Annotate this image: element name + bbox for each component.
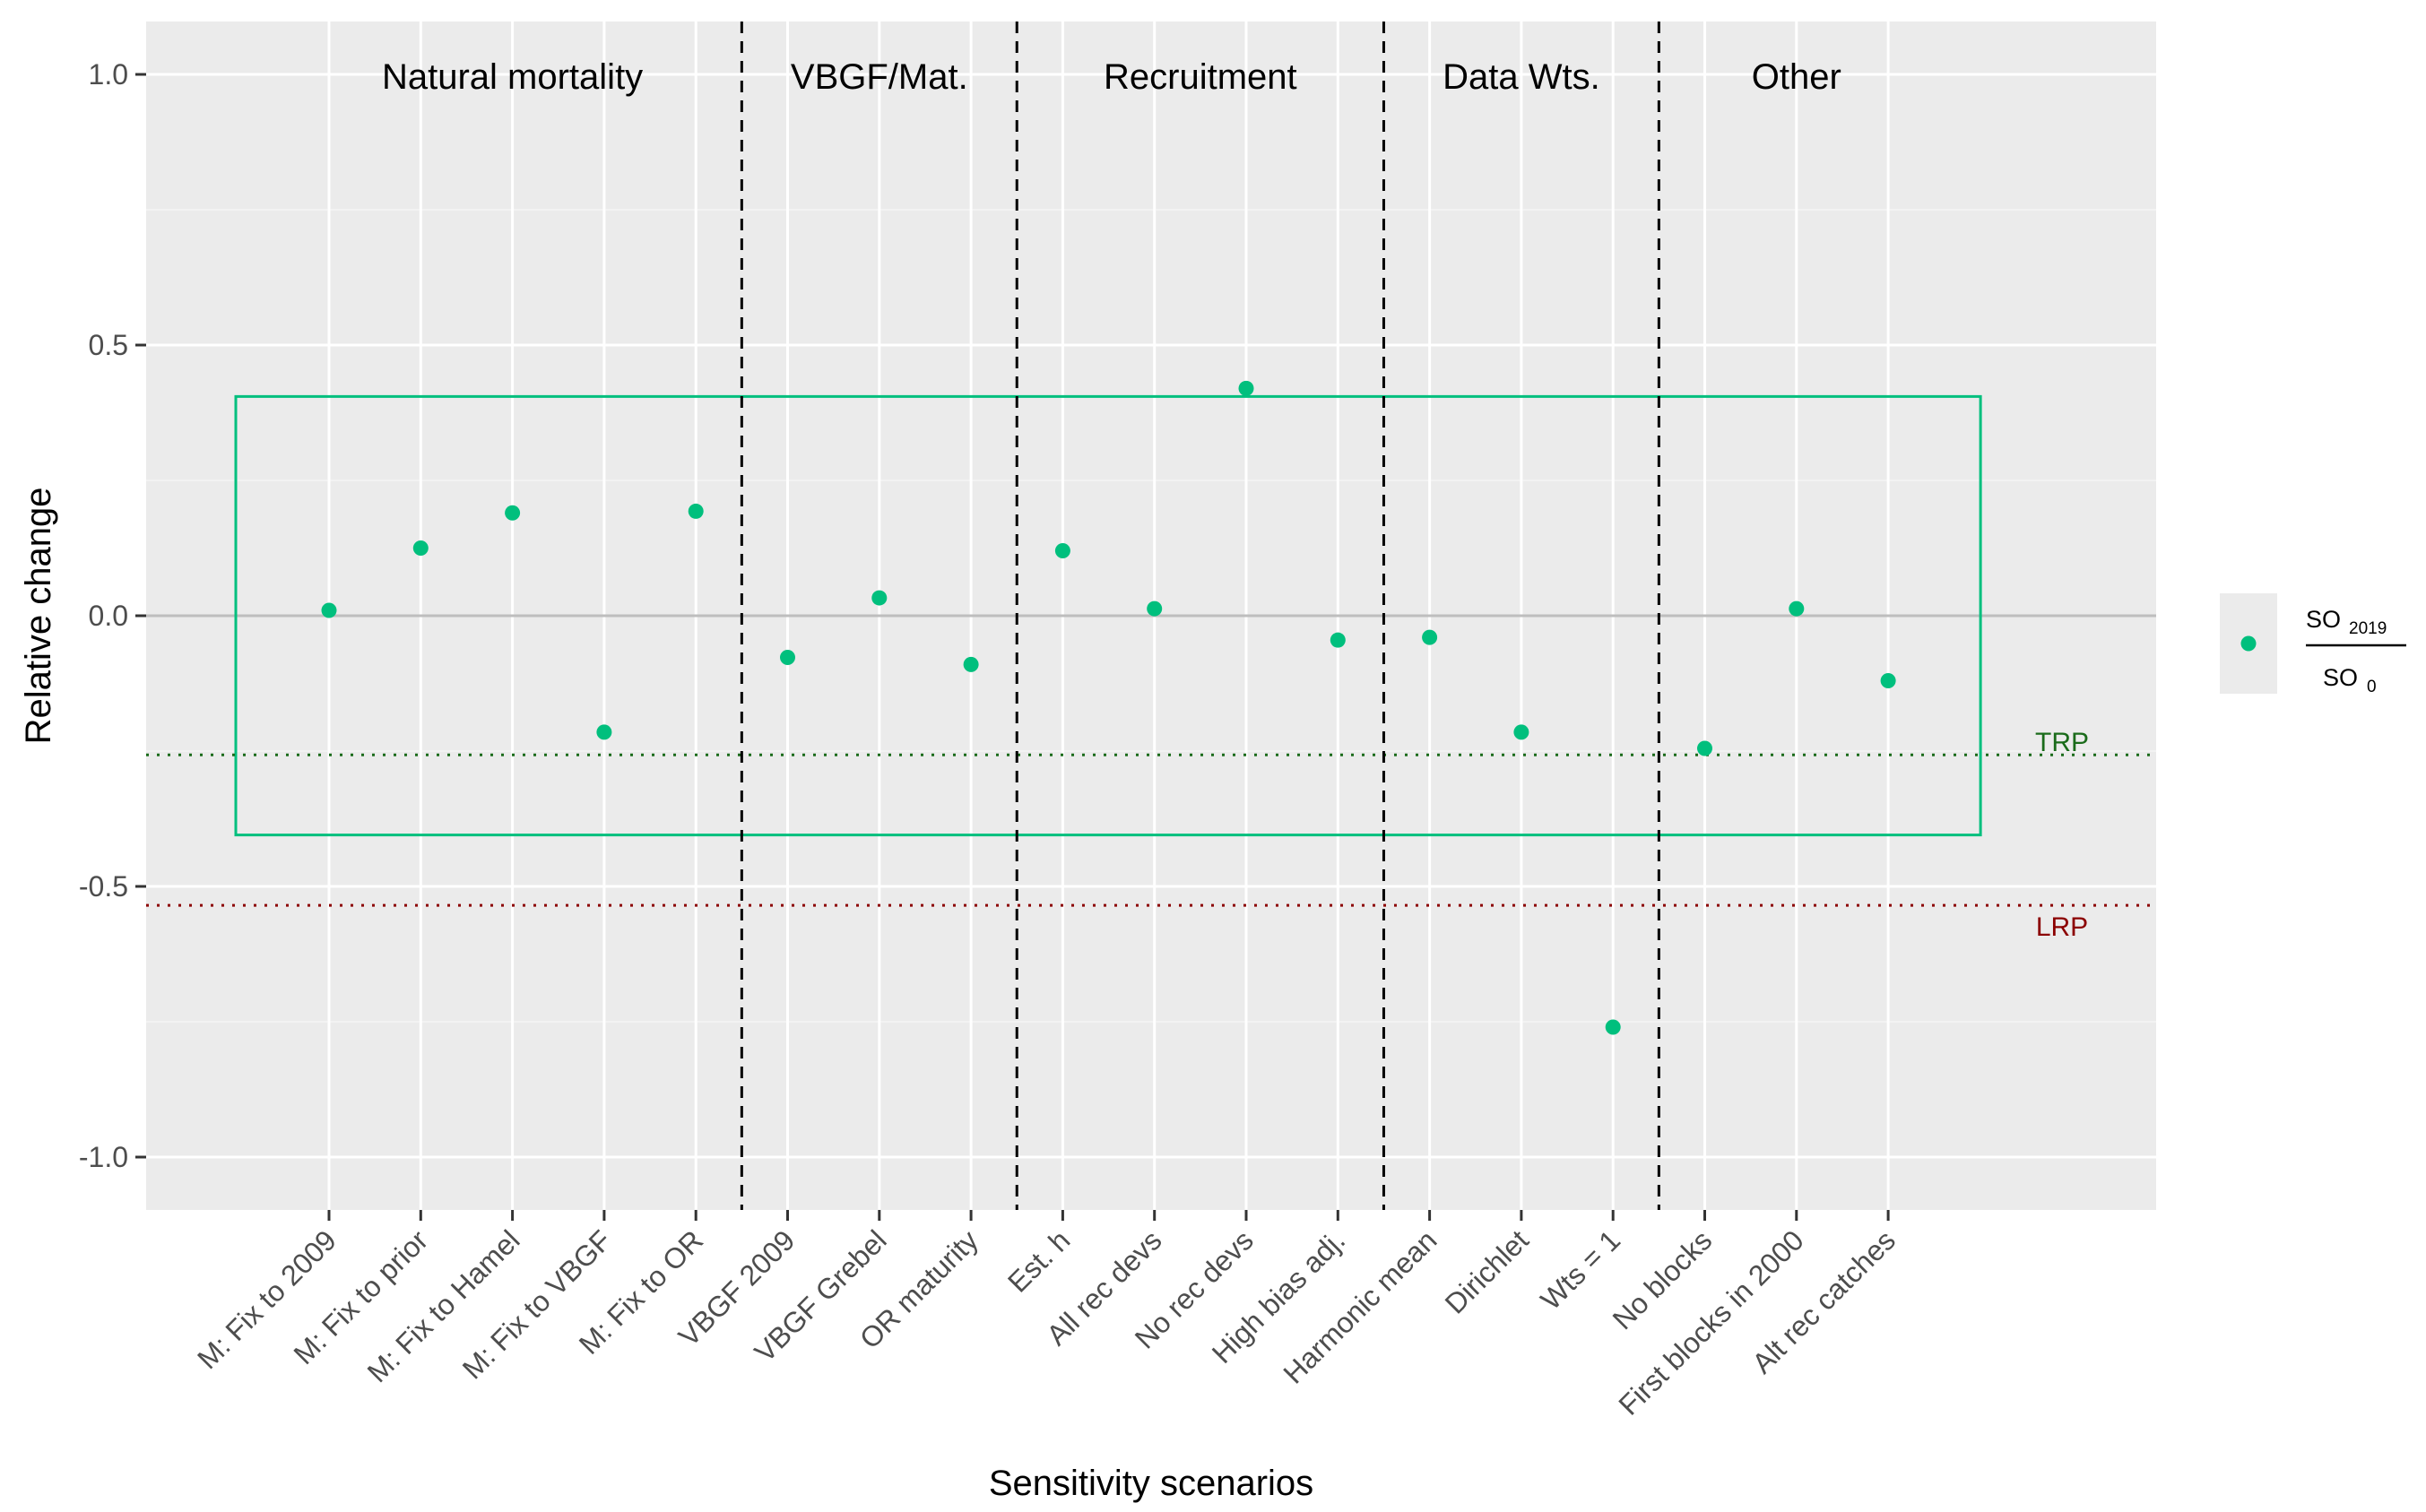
x-tick-label: Dirichlet	[1439, 1223, 1535, 1319]
group-label: VBGF/Mat.	[791, 57, 968, 97]
group-label: Recruitment	[1104, 57, 1297, 97]
data-point	[688, 503, 704, 519]
legend-point	[2240, 635, 2257, 652]
reference-label-lrp: LRP	[2036, 912, 2088, 942]
legend-numerator: SO	[2306, 606, 2341, 633]
x-tick-label: Harmonic mean	[1277, 1223, 1443, 1389]
data-point	[1697, 740, 1712, 756]
data-point	[1880, 672, 1896, 688]
y-tick-label: -0.5	[79, 870, 128, 903]
data-point	[1513, 724, 1529, 740]
data-point	[1238, 380, 1254, 396]
legend-denominator-subscript: 0	[2367, 678, 2377, 696]
data-point	[321, 602, 337, 618]
x-tick-label: Wts = 1	[1534, 1223, 1626, 1316]
data-point	[871, 590, 888, 606]
y-tick-label: 1.0	[89, 58, 128, 91]
data-point	[412, 540, 429, 556]
data-point	[1789, 600, 1805, 617]
group-label: Other	[1752, 57, 1841, 97]
data-point	[1605, 1019, 1621, 1035]
y-tick-label: 0.0	[89, 600, 128, 632]
data-point	[780, 650, 795, 666]
legend: SO 2019 SO 0	[2220, 593, 2406, 696]
legend-numerator-subscript: 2019	[2349, 619, 2387, 638]
y-tick-label: -1.0	[79, 1141, 128, 1173]
data-point	[1422, 629, 1438, 645]
x-tick-label: Est. h	[1001, 1223, 1076, 1298]
group-label: Natural mortality	[382, 57, 643, 97]
data-point	[1054, 543, 1070, 559]
reference-label-trp: TRP	[2035, 728, 2089, 757]
data-point	[1147, 600, 1163, 617]
legend-denominator: SO	[2323, 664, 2358, 691]
x-axis-title: Sensitivity scenarios	[989, 1464, 1313, 1503]
data-point	[963, 656, 979, 672]
data-point	[505, 505, 521, 521]
group-label: Data Wts.	[1443, 57, 1600, 97]
data-point	[1330, 632, 1346, 648]
y-axis-title: Relative change	[19, 488, 58, 745]
y-tick-label: 0.5	[89, 329, 128, 361]
data-point	[596, 724, 612, 740]
range-box	[234, 394, 1982, 837]
